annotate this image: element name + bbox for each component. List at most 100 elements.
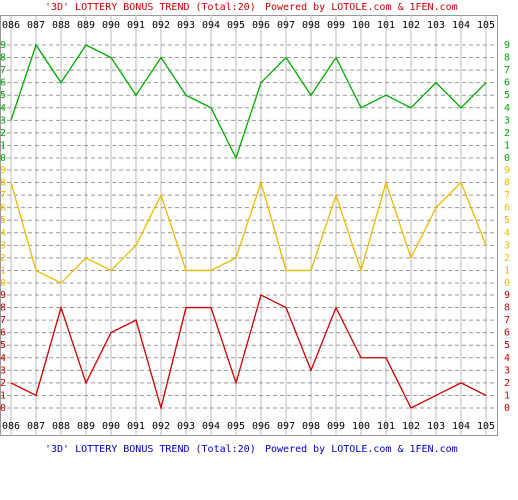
y-tick-label: 4 bbox=[504, 228, 510, 239]
y-tick-label: 3 bbox=[0, 365, 6, 376]
x-tick-label: 105 bbox=[477, 421, 495, 432]
y-tick-label: 1 bbox=[0, 265, 6, 276]
x-tick-label: 096 bbox=[252, 421, 270, 432]
x-tick-label: 102 bbox=[402, 20, 420, 31]
x-tick-label: 090 bbox=[102, 20, 120, 31]
y-tick-label: 7 bbox=[0, 315, 6, 326]
y-tick-label: 8 bbox=[504, 178, 510, 189]
x-tick-label: 103 bbox=[427, 20, 445, 31]
x-tick-label: 098 bbox=[302, 421, 320, 432]
y-tick-label: 0 bbox=[504, 278, 510, 289]
y-tick-label: 5 bbox=[504, 90, 510, 101]
y-tick-label: 9 bbox=[504, 290, 510, 301]
y-tick-label: 6 bbox=[504, 328, 510, 339]
y-tick-label: 2 bbox=[0, 378, 6, 389]
y-tick-label: 3 bbox=[504, 240, 510, 251]
y-tick-label: 5 bbox=[0, 215, 6, 226]
y-tick-label: 5 bbox=[504, 215, 510, 226]
x-tick-label: 099 bbox=[327, 20, 345, 31]
x-tick-label: 087 bbox=[27, 20, 45, 31]
series-line bbox=[10, 180, 487, 284]
y-tick-label: 6 bbox=[0, 203, 6, 214]
x-tick-label: 094 bbox=[202, 421, 220, 432]
y-tick-label: 4 bbox=[504, 353, 510, 364]
y-tick-label: 4 bbox=[504, 103, 510, 114]
x-tick-label: 093 bbox=[177, 20, 195, 31]
x-tick-label: 092 bbox=[152, 20, 170, 31]
y-tick-label: 2 bbox=[504, 128, 510, 139]
frame bbox=[0, 15, 498, 436]
x-tick-label: 091 bbox=[127, 421, 145, 432]
x-tick-label: 099 bbox=[327, 421, 345, 432]
x-tick-label: 097 bbox=[277, 421, 295, 432]
x-tick-label: 086 bbox=[2, 20, 20, 31]
y-tick-label: 6 bbox=[504, 203, 510, 214]
y-tick-label: 5 bbox=[0, 90, 6, 101]
x-tick-label: 100 bbox=[352, 421, 370, 432]
series-line bbox=[10, 294, 487, 411]
y-tick-label: 2 bbox=[0, 253, 6, 264]
x-tick-label: 102 bbox=[402, 421, 420, 432]
y-tick-label: 3 bbox=[504, 365, 510, 376]
x-tick-label: 087 bbox=[27, 421, 45, 432]
y-tick-label: 2 bbox=[504, 378, 510, 389]
chart-title: '3D' LOTTERY BONUS TREND (Total:20) bbox=[45, 2, 256, 13]
chart-credit: Powered by LOTOLE.com & 1FEN.com bbox=[265, 2, 458, 13]
y-tick-label: 3 bbox=[504, 115, 510, 126]
x-tick-label: 088 bbox=[52, 421, 70, 432]
x-tick-label: 104 bbox=[452, 421, 470, 432]
y-tick-label: 9 bbox=[0, 40, 6, 51]
x-tick-label: 103 bbox=[427, 421, 445, 432]
x-tick-label: 091 bbox=[127, 20, 145, 31]
x-tick-label: 101 bbox=[377, 20, 395, 31]
series-line bbox=[10, 43, 487, 160]
y-tick-label: 4 bbox=[0, 353, 6, 364]
y-tick-label: 7 bbox=[504, 65, 510, 76]
y-tick-label: 7 bbox=[504, 190, 510, 201]
x-tick-label: 089 bbox=[77, 421, 95, 432]
x-tick-label: 093 bbox=[177, 421, 195, 432]
y-tick-label: 1 bbox=[504, 140, 510, 151]
x-tick-label: 089 bbox=[77, 20, 95, 31]
x-tick-label: 095 bbox=[227, 421, 245, 432]
y-tick-label: 5 bbox=[0, 340, 6, 351]
y-tick-label: 8 bbox=[0, 53, 6, 64]
chart-credit-bottom: Powered by LOTOLE.com & 1FEN.com bbox=[265, 444, 458, 455]
y-tick-label: 8 bbox=[504, 303, 510, 314]
y-tick-label: 6 bbox=[0, 78, 6, 89]
y-tick-label: 1 bbox=[504, 265, 510, 276]
x-tick-label: 095 bbox=[227, 20, 245, 31]
y-tick-label: 7 bbox=[0, 190, 6, 201]
y-tick-label: 0 bbox=[504, 403, 510, 414]
x-tick-label: 086 bbox=[2, 421, 20, 432]
y-tick-label: 6 bbox=[504, 78, 510, 89]
y-tick-label: 7 bbox=[504, 315, 510, 326]
x-tick-label: 097 bbox=[277, 20, 295, 31]
y-tick-label: 2 bbox=[504, 253, 510, 264]
x-tick-label: 101 bbox=[377, 421, 395, 432]
y-tick-label: 8 bbox=[0, 178, 6, 189]
y-tick-label: 3 bbox=[0, 115, 6, 126]
y-tick-label: 9 bbox=[0, 165, 6, 176]
x-tick-label: 100 bbox=[352, 20, 370, 31]
chart-title-bottom: '3D' LOTTERY BONUS TREND (Total:20) bbox=[45, 444, 256, 455]
y-tick-label: 7 bbox=[0, 65, 6, 76]
y-tick-label: 9 bbox=[504, 165, 510, 176]
y-tick-label: 0 bbox=[0, 153, 6, 164]
y-tick-label: 2 bbox=[0, 128, 6, 139]
x-tick-label: 090 bbox=[102, 421, 120, 432]
y-tick-label: 8 bbox=[0, 303, 6, 314]
y-tick-label: 6 bbox=[0, 328, 6, 339]
y-tick-label: 8 bbox=[504, 53, 510, 64]
y-tick-label: 4 bbox=[0, 103, 6, 114]
y-tick-label: 0 bbox=[0, 278, 6, 289]
y-tick-label: 1 bbox=[0, 390, 6, 401]
y-tick-label: 4 bbox=[0, 228, 6, 239]
x-tick-label: 088 bbox=[52, 20, 70, 31]
x-tick-label: 104 bbox=[452, 20, 470, 31]
y-tick-label: 0 bbox=[504, 153, 510, 164]
y-tick-label: 9 bbox=[504, 40, 510, 51]
x-tick-label: 094 bbox=[202, 20, 220, 31]
